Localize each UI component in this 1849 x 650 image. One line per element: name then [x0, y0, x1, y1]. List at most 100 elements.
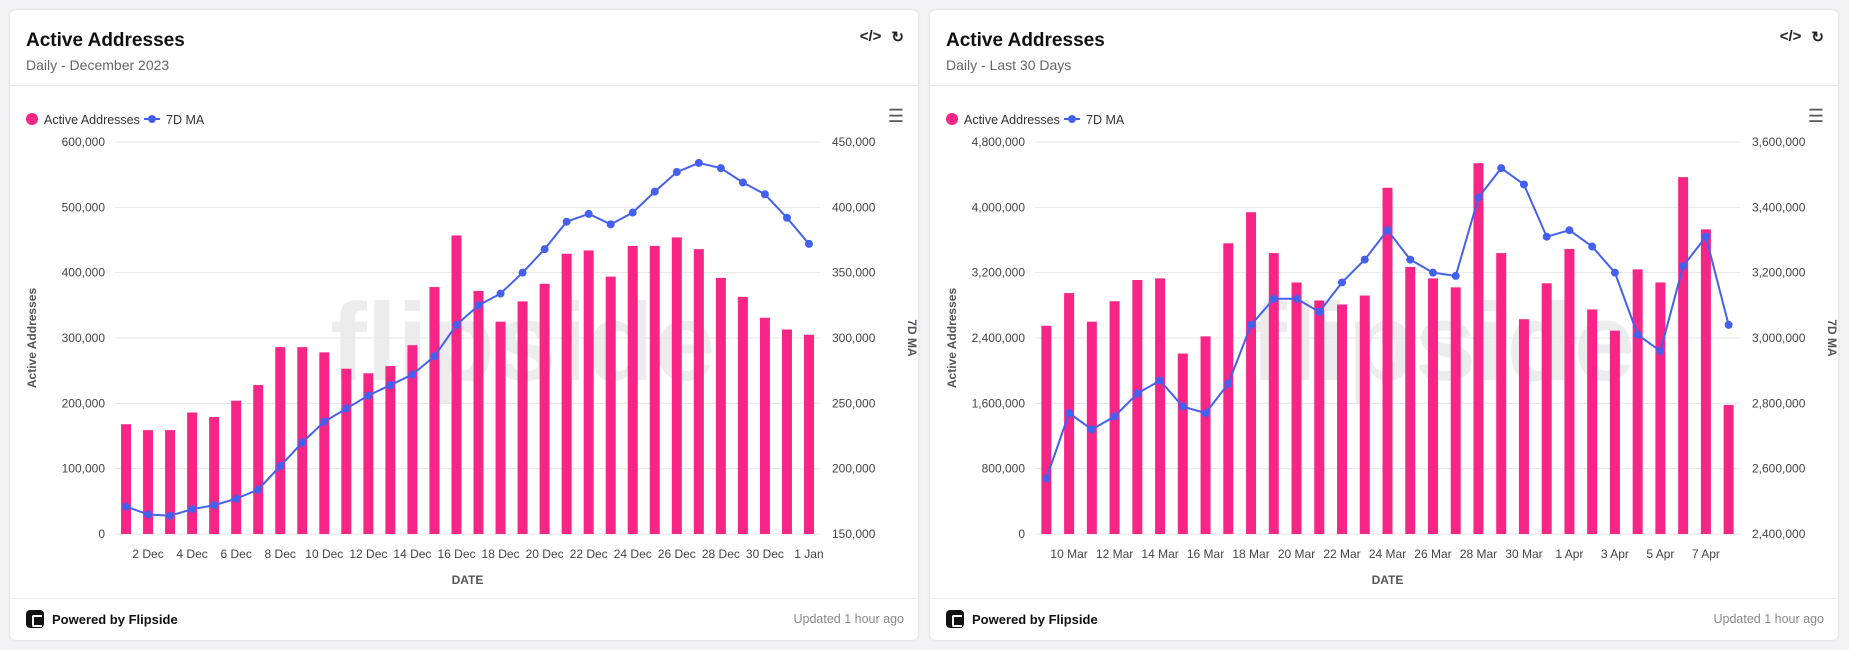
bar [1450, 287, 1461, 534]
bar [209, 417, 220, 534]
bar [693, 249, 704, 534]
refresh-icon[interactable]: ↻ [1811, 29, 1824, 46]
bar [1496, 253, 1507, 535]
x-tick-label: 20 Mar [1278, 547, 1315, 561]
brand-label: Powered by Flipside [972, 611, 1098, 627]
ma-point [320, 417, 329, 426]
y-tick-label: 400,000 [62, 266, 106, 280]
x-tick-label: 24 Dec [614, 547, 652, 561]
bar [495, 321, 506, 534]
y-tick-label: 300,000 [62, 331, 106, 345]
chart-card-december: Active Addresses Daily - December 2023 <… [10, 10, 918, 640]
bar [1041, 325, 1052, 534]
ma-point [1133, 389, 1142, 398]
x-tick-label: 3 Apr [1601, 547, 1629, 561]
bar [1200, 336, 1211, 534]
x-tick-label: 30 Mar [1505, 547, 1542, 561]
bar [275, 347, 286, 534]
bar [451, 235, 462, 534]
bar [187, 412, 198, 534]
x-tick-label: 1 Jan [794, 547, 823, 561]
powered-by[interactable]: Powered by Flipside [946, 610, 1098, 628]
ma-point [804, 239, 813, 248]
ma-point [1087, 425, 1096, 434]
updated-label: Updated 1 hour ago [1713, 612, 1824, 626]
brand-label: Powered by Flipside [52, 611, 178, 627]
y2-tick-label: 3,400,000 [1752, 200, 1806, 214]
ma-point [628, 208, 637, 217]
x-tick-label: 22 Dec [570, 547, 608, 561]
x-tick-label: 22 Mar [1323, 547, 1360, 561]
legend-marker-dot [1068, 115, 1076, 123]
ma-point [1610, 268, 1619, 277]
bar [1632, 269, 1643, 534]
bar [1268, 253, 1279, 535]
x-tick-label: 16 Mar [1187, 547, 1224, 561]
divider [10, 85, 918, 86]
bar [1700, 229, 1711, 534]
bar [759, 317, 770, 534]
card-subtitle: Daily - Last 30 Days [946, 57, 1072, 73]
y-tick-label: 200,000 [62, 396, 106, 410]
code-icon[interactable]: </> [859, 28, 882, 45]
ma-point [1269, 294, 1278, 303]
y2-tick-label: 450,000 [832, 135, 876, 149]
ma-point [606, 220, 615, 229]
bar [1518, 319, 1529, 534]
bar [1655, 282, 1666, 534]
y-tick-label: 100,000 [62, 462, 106, 476]
y2-tick-label: 3,000,000 [1752, 331, 1806, 345]
y-axis-title: Active Addresses [25, 288, 39, 389]
bar [517, 301, 528, 534]
ma-point [276, 462, 285, 471]
x-tick-label: 16 Dec [437, 547, 475, 561]
ma-point [496, 289, 505, 298]
menu-icon[interactable]: ☰ [1807, 106, 1824, 126]
legend-label: Active Addresses [964, 113, 1060, 127]
ma-point [694, 158, 703, 167]
watermark-flipside: flipside [1250, 281, 1635, 404]
ma-point [1565, 226, 1574, 235]
x-tick-label: 4 Dec [176, 547, 207, 561]
y2-tick-label: 350,000 [832, 266, 876, 280]
bar [605, 276, 616, 534]
bar [143, 430, 154, 534]
powered-by[interactable]: Powered by Flipside [26, 610, 178, 628]
bar [781, 329, 792, 534]
ma-point [518, 268, 527, 277]
y-tick-label: 4,800,000 [972, 135, 1026, 149]
flipside-logo-icon [26, 610, 44, 628]
bar [1223, 243, 1234, 534]
ma-point [1542, 232, 1551, 241]
bar [407, 345, 418, 534]
bar [1177, 353, 1188, 534]
y2-tick-label: 2,800,000 [1752, 396, 1806, 410]
code-icon[interactable]: </> [1779, 28, 1802, 45]
bar [385, 366, 396, 534]
bar [737, 296, 748, 534]
ma-point [1292, 294, 1301, 303]
ma-point [386, 381, 395, 390]
bar [1678, 177, 1689, 534]
refresh-icon[interactable]: ↻ [891, 29, 904, 46]
bar [1155, 278, 1166, 534]
bar [165, 430, 176, 534]
ma-point [188, 505, 197, 514]
ma-point [540, 245, 549, 254]
bar [649, 245, 660, 534]
bar [319, 352, 330, 534]
bar [231, 400, 242, 534]
bar [363, 373, 374, 534]
y2-tick-label: 150,000 [832, 527, 876, 541]
menu-icon[interactable]: ☰ [887, 106, 904, 126]
x-tick-label: 14 Mar [1141, 547, 1178, 561]
bar [1609, 330, 1620, 534]
ma-point [1360, 255, 1369, 264]
bar [1427, 278, 1438, 534]
ma-point [210, 501, 219, 510]
bar [1382, 187, 1393, 534]
bar [1359, 295, 1370, 534]
x-tick-label: 6 Dec [220, 547, 251, 561]
bar [1291, 282, 1302, 534]
ma-point [1724, 320, 1733, 329]
